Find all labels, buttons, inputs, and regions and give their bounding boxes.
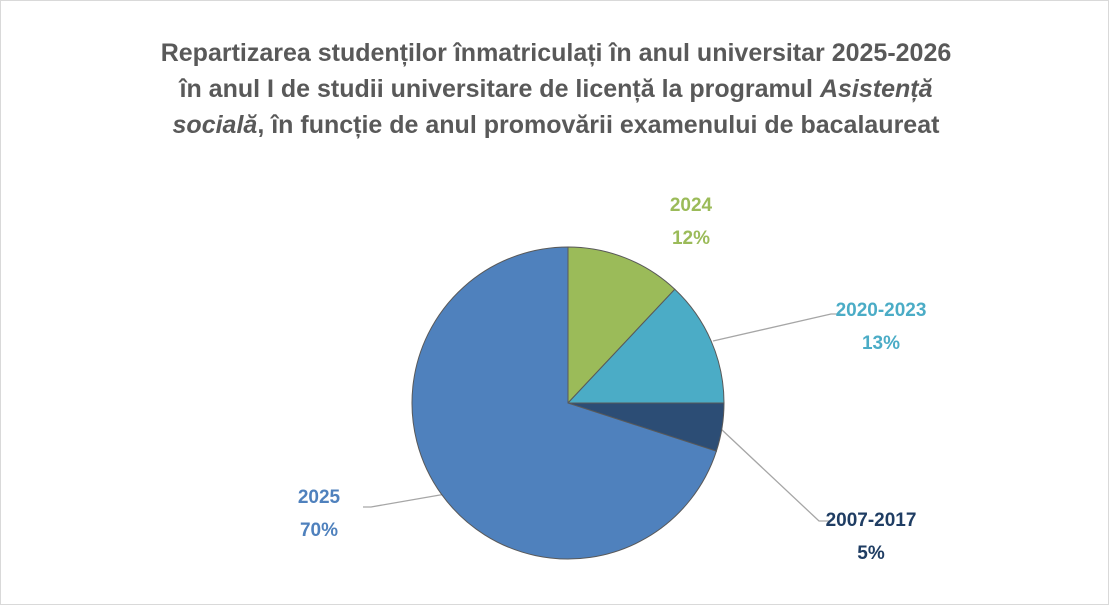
- slice-category-label: 2024: [670, 195, 713, 216]
- leader-line: [720, 428, 829, 522]
- pie-slice: [566, 288, 725, 404]
- pie-slice: [567, 246, 676, 405]
- slice-category-label: 2025: [298, 487, 341, 508]
- slice-value-label: 12%: [672, 228, 710, 249]
- chart-title: Repartizarea studenților înmatriculați î…: [151, 35, 961, 143]
- slice-value-label: 70%: [300, 520, 338, 541]
- title-part: Asistență socială: [172, 75, 933, 139]
- pie-slice: [411, 246, 717, 560]
- slice-category-label: 2007-2017: [826, 510, 917, 531]
- title-part: Repartizarea studenților înmatriculați î…: [160, 39, 952, 103]
- slice-value-label: 13%: [862, 333, 900, 354]
- slice-value-label: 5%: [857, 543, 885, 564]
- leader-line: [363, 490, 464, 508]
- slice-category-label: 2020-2023: [836, 300, 927, 321]
- title-part: , în funcție de anul promovării examenul…: [257, 111, 940, 139]
- leader-line: [712, 313, 841, 342]
